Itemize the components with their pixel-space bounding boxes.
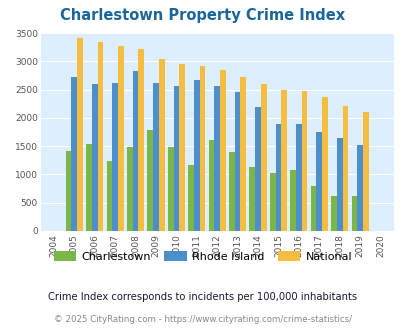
Bar (351, 196, 356, 231)
Bar (127, 147, 132, 231)
Bar (66, 151, 71, 231)
Bar (315, 132, 321, 231)
Bar (112, 83, 118, 231)
Bar (240, 77, 245, 231)
Bar (167, 147, 173, 231)
Bar (290, 170, 295, 231)
Bar (86, 145, 92, 231)
Bar (97, 42, 103, 231)
Bar (147, 130, 153, 231)
Bar (310, 186, 315, 231)
Bar (275, 123, 281, 231)
Bar (356, 145, 362, 231)
Bar (92, 84, 97, 231)
Bar (153, 83, 158, 231)
Text: Charlestown Property Crime Index: Charlestown Property Crime Index (60, 8, 345, 23)
Bar (362, 112, 368, 231)
Bar (106, 161, 112, 231)
Bar (336, 138, 342, 231)
Bar (281, 89, 286, 231)
Bar (199, 66, 205, 231)
Bar (220, 70, 225, 231)
Bar (188, 165, 194, 231)
Bar (138, 50, 144, 231)
Bar (208, 140, 214, 231)
Text: © 2025 CityRating.com - https://www.cityrating.com/crime-statistics/: © 2025 CityRating.com - https://www.city… (54, 315, 351, 324)
Bar (342, 106, 347, 231)
Bar (179, 64, 185, 231)
Bar (321, 97, 327, 231)
Bar (71, 77, 77, 231)
Bar (214, 85, 220, 231)
Bar (173, 85, 179, 231)
Bar (269, 173, 275, 231)
Bar (77, 38, 83, 231)
Bar (234, 92, 240, 231)
Text: Crime Index corresponds to incidents per 100,000 inhabitants: Crime Index corresponds to incidents per… (48, 292, 357, 302)
Bar (330, 196, 336, 231)
Bar (118, 46, 124, 231)
Bar (255, 107, 260, 231)
Bar (295, 123, 301, 231)
Legend: Charlestown, Rhode Island, National: Charlestown, Rhode Island, National (49, 247, 356, 267)
Bar (228, 152, 234, 231)
Bar (301, 91, 307, 231)
Bar (194, 80, 199, 231)
Bar (260, 84, 266, 231)
Bar (158, 59, 164, 231)
Bar (249, 167, 255, 231)
Bar (132, 71, 138, 231)
